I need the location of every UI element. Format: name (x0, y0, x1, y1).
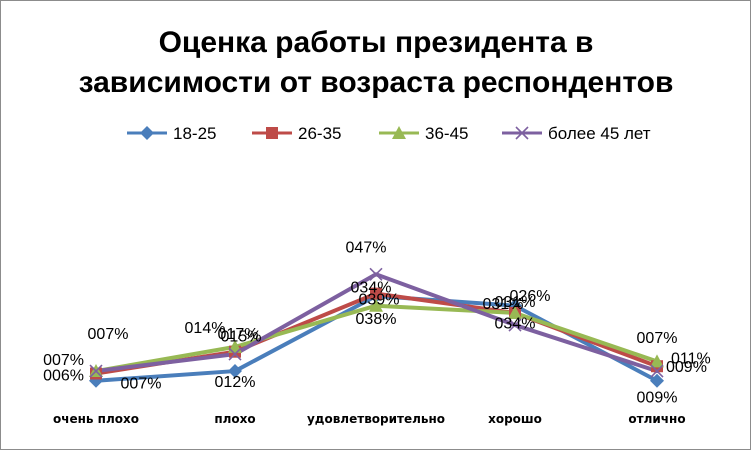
data-label: 047% (346, 239, 387, 256)
category-label: очень плохо (53, 412, 139, 426)
data-label: 009% (666, 359, 707, 376)
data-label: 012% (215, 374, 256, 391)
data-label: 039% (359, 292, 400, 309)
data-point (228, 364, 242, 379)
chart-title-line-2: зависимости от возраста респондентов (79, 66, 674, 99)
chart-title-line-1: Оценка работы президента в (159, 26, 594, 59)
category-label: хорошо (488, 412, 542, 426)
data-label: 031% (495, 294, 536, 311)
data-label: 031% (483, 296, 524, 313)
data-label: 026% (510, 288, 551, 305)
data-point (369, 298, 383, 312)
data-point (369, 267, 383, 281)
data-label: 034% (351, 280, 392, 297)
data-label: 007% (88, 326, 129, 343)
category-label: отлично (628, 412, 685, 426)
legend-marker (266, 127, 278, 139)
data-point (650, 373, 664, 388)
data-point (508, 305, 522, 319)
data-point (228, 347, 242, 361)
legend-label: более 45 лет (548, 124, 651, 143)
data-label: 014% (185, 320, 226, 337)
legend-marker (392, 126, 406, 139)
legend-label: 18-25 (173, 124, 216, 143)
legend-marker (515, 126, 529, 140)
legend-marker (140, 126, 154, 140)
data-label: 007% (121, 376, 162, 393)
data-label: 007% (637, 330, 678, 347)
data-point (508, 318, 522, 332)
series-markers (89, 267, 664, 388)
data-point (370, 287, 382, 300)
data-label: 015% (221, 329, 262, 346)
data-label: 017% (218, 326, 259, 343)
category-label: плохо (214, 412, 255, 426)
legend: 18-25 26-35 36-45 более 45 лет (127, 124, 651, 143)
category-axis-labels: очень плохо плохо удовлетворительно хорошо о… (53, 412, 686, 426)
data-point (650, 364, 664, 378)
data-point (89, 364, 103, 378)
legend-label: 36-45 (425, 124, 468, 143)
data-labels: 007% 012% 038% 034% 009% 006% 015% 039% 031% 009%… (43, 239, 711, 406)
data-label: 007% (43, 352, 84, 369)
chart-title: Оценка работы президента в зависимости о… (79, 26, 674, 99)
legend-entry: 36-45 (379, 124, 468, 143)
data-point (650, 354, 664, 368)
category-label: удовлетворительно (307, 412, 445, 426)
data-label: 034% (495, 316, 536, 333)
data-label: 038% (356, 311, 397, 328)
legend-label: 26-35 (298, 124, 341, 143)
legend-entry: более 45 лет (502, 124, 651, 143)
legend-entry: 26-35 (252, 124, 341, 143)
data-label: 011% (671, 350, 711, 367)
legend-entry: 18-25 (127, 124, 216, 143)
data-label: 006% (43, 367, 84, 384)
data-label: 009% (637, 390, 678, 407)
